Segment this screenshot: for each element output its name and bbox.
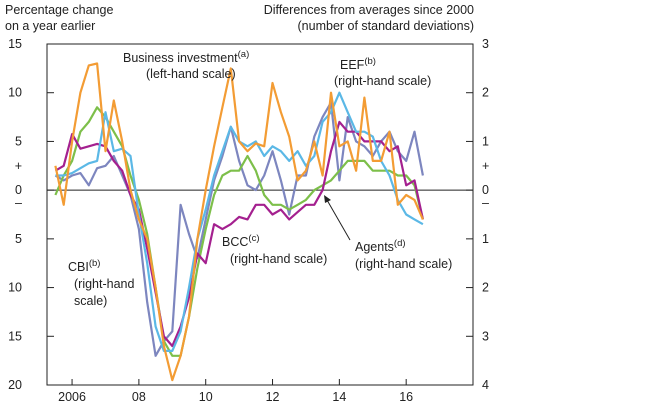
annotation-sup: (b) xyxy=(89,258,101,269)
y2-tick-label: 3 xyxy=(482,37,489,51)
y-tick-label: 10 xyxy=(8,281,22,295)
annotation-sup: (b) xyxy=(364,56,376,67)
axis-title: (number of standard deviations) xyxy=(298,19,474,33)
y-tick-label: 20 xyxy=(8,378,22,392)
annotation: scale) xyxy=(74,294,107,308)
y2-tick-label: 1 xyxy=(482,232,489,246)
y2-tick-label: 2 xyxy=(482,86,489,100)
sign-label: + xyxy=(482,159,489,173)
axis-title: on a year earlier xyxy=(5,19,95,33)
series-line xyxy=(54,106,424,357)
sign-label: + xyxy=(15,159,22,173)
x-tick-label: 10 xyxy=(199,390,213,404)
y2-tick-label: 3 xyxy=(482,329,489,343)
y2-tick-label: 1 xyxy=(482,134,489,148)
y2-tick-label: 2 xyxy=(482,281,489,295)
annotation: Agents(d) xyxy=(355,238,406,254)
annotation-text: (right-hand scale) xyxy=(334,74,431,88)
x-tick-label: 12 xyxy=(266,390,280,404)
annotation-text: BCC xyxy=(222,235,248,249)
y-tick-label: 0 xyxy=(15,183,22,197)
x-tick-label: 14 xyxy=(332,390,346,404)
y2-tick-label: 0 xyxy=(482,183,489,197)
y-tick-label: 15 xyxy=(8,37,22,51)
sign-label: – xyxy=(15,196,22,210)
x-tick-label: 2006 xyxy=(58,390,86,404)
arrow xyxy=(326,199,351,241)
annotation-sup: (c) xyxy=(248,233,259,244)
annotation: BCC(c) xyxy=(222,233,259,249)
y-tick-label: 5 xyxy=(15,134,22,148)
annotation-text: (right-hand xyxy=(74,277,134,291)
y-tick-label: 10 xyxy=(8,86,22,100)
annotation: (right-hand xyxy=(74,277,134,291)
axis-title: Percentage change xyxy=(5,3,113,17)
annotation: (right-hand scale) xyxy=(355,257,452,271)
annotation-text: (right-hand scale) xyxy=(355,257,452,271)
annotation-text: scale) xyxy=(74,294,107,308)
sign-label: – xyxy=(482,196,489,210)
annotation-text: EEF xyxy=(340,58,365,72)
y2-tick-label: 4 xyxy=(482,378,489,392)
annotation: (right-hand scale) xyxy=(334,74,431,88)
annotation-sup: (d) xyxy=(394,238,406,249)
y-tick-label: 15 xyxy=(8,329,22,343)
annotation-text: CBI xyxy=(68,260,89,274)
axis-title: Differences from averages since 2000 xyxy=(264,3,474,17)
annotation-text: (left-hand scale) xyxy=(146,67,236,81)
y-tick-label: 5 xyxy=(15,232,22,246)
annotation-text: Business investment xyxy=(123,51,238,65)
annotation: (left-hand scale) xyxy=(146,67,236,81)
annotation-text: (right-hand scale) xyxy=(230,252,327,266)
annotation: EEF(b) xyxy=(340,56,376,72)
annotation-text: Agents xyxy=(355,240,394,254)
series-line xyxy=(54,120,424,348)
arrow-head xyxy=(324,195,331,203)
annotation: Business investment(a) xyxy=(123,49,249,65)
annotation-sup: (a) xyxy=(238,49,250,60)
series-line xyxy=(54,62,424,382)
annotation: CBI(b) xyxy=(68,258,100,274)
series-line xyxy=(55,91,424,352)
x-tick-label: 08 xyxy=(132,390,146,404)
plot-frame xyxy=(46,43,474,386)
annotation: (right-hand scale) xyxy=(230,252,327,266)
x-tick-label: 16 xyxy=(399,390,413,404)
